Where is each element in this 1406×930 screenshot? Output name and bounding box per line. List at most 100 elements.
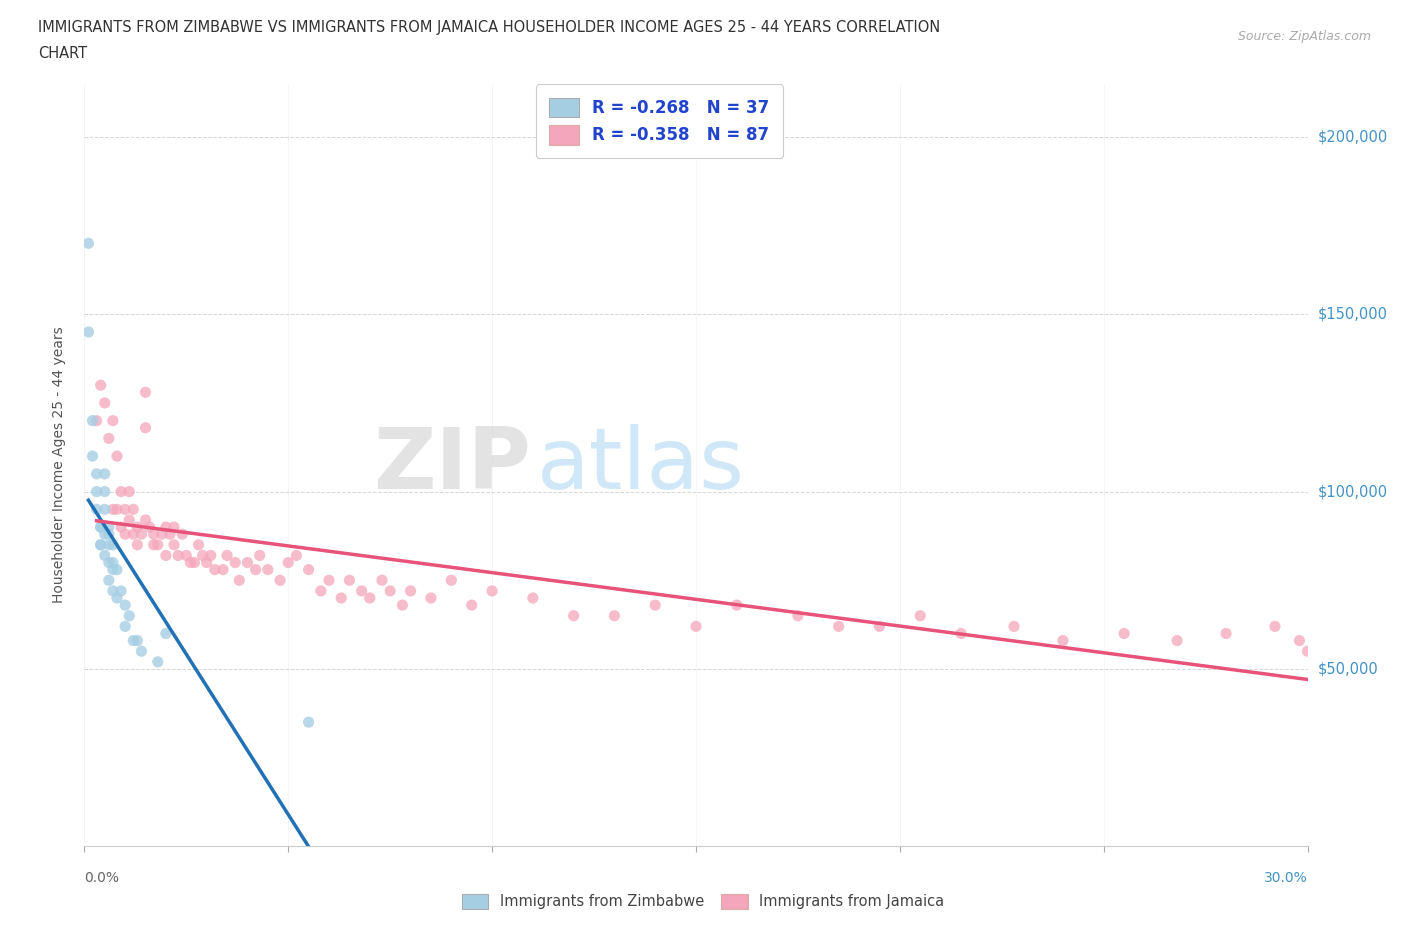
Point [562,608,585,623]
Point [77,236,100,251]
Point [93,548,115,563]
Point [93,467,115,482]
Text: Source: ZipAtlas.com: Source: ZipAtlas.com [1237,30,1371,43]
Point [114,502,136,517]
Point [200,548,222,563]
Point [127,520,149,535]
Point [142,538,165,552]
Point [110,520,132,535]
Point [1166,633,1188,648]
Point [97,431,120,445]
Point [127,633,149,648]
Point [101,563,124,578]
Point [245,563,267,578]
Point [86,413,108,428]
Point [155,626,177,641]
Text: 0.0%: 0.0% [84,871,120,885]
Point [105,448,128,463]
Text: atlas: atlas [537,423,745,507]
Point [174,548,197,563]
Point [787,608,810,623]
Point [114,619,136,634]
Point [827,619,849,634]
Point [97,526,120,541]
Point [118,512,141,527]
Point [90,520,112,535]
Point [522,591,544,605]
Point [257,563,280,578]
Text: $200,000: $200,000 [1317,129,1388,144]
Point [1264,619,1286,634]
Point [101,502,124,517]
Point [380,583,402,598]
Point [138,520,160,535]
Point [90,378,112,392]
Point [285,548,308,563]
Point [122,526,145,541]
Point [685,619,707,634]
Point [135,420,157,435]
Point [217,548,239,563]
Text: 30.0%: 30.0% [1264,871,1308,885]
Point [93,502,115,517]
Point [212,563,235,578]
Point [101,583,124,598]
Point [150,526,173,541]
Point [146,538,169,552]
Point [122,633,145,648]
Point [146,655,169,670]
Point [644,598,666,613]
Point [224,555,246,570]
Point [350,583,373,598]
Point [339,573,360,588]
Point [191,548,214,563]
Point [187,538,209,552]
Point [105,502,128,517]
Point [135,512,157,527]
Point [93,526,115,541]
Point [97,555,120,570]
Point [277,555,299,570]
Point [330,591,353,605]
Point [236,555,259,570]
Point [228,573,250,588]
Point [298,563,321,578]
Point [110,583,132,598]
Point [142,526,165,541]
Point [93,395,115,410]
Point [359,591,381,605]
Text: CHART: CHART [38,46,87,61]
Point [908,608,931,623]
Text: IMMIGRANTS FROM ZIMBABWE VS IMMIGRANTS FROM JAMAICA HOUSEHOLDER INCOME AGES 25 -: IMMIGRANTS FROM ZIMBABWE VS IMMIGRANTS F… [38,20,941,35]
Point [93,485,115,499]
Point [183,555,205,570]
Point [82,413,104,428]
Point [127,538,149,552]
Point [101,555,124,570]
Point [131,644,153,658]
Point [179,555,201,570]
Point [298,715,321,730]
Point [420,591,443,605]
Point [118,608,141,623]
Point [122,502,145,517]
Point [131,526,153,541]
Point [159,526,181,541]
Point [371,573,394,588]
Legend: R = -0.268   N = 37, R = -0.358   N = 87: R = -0.268 N = 37, R = -0.358 N = 87 [536,85,783,158]
Point [101,538,124,552]
Point [481,583,503,598]
Point [167,548,190,563]
Point [172,526,194,541]
Point [163,538,186,552]
Point [86,502,108,517]
Legend: Immigrants from Zimbabwe, Immigrants from Jamaica: Immigrants from Zimbabwe, Immigrants fro… [456,888,950,915]
Point [118,485,141,499]
Point [82,448,104,463]
Point [97,573,120,588]
Text: ZIP: ZIP [373,423,531,507]
Point [950,626,973,641]
Point [163,520,186,535]
Point [101,413,124,428]
Point [1215,626,1237,641]
